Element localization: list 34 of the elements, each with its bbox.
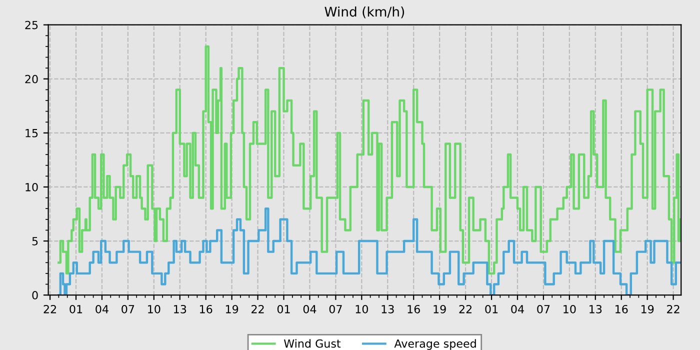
x-tick-label: 01 — [70, 304, 82, 314]
x-tick-label: 10 — [148, 304, 160, 314]
x-tick-label: 01 — [485, 304, 498, 314]
x-tick-label: 04 — [96, 304, 108, 314]
x-tick-label: 13 — [590, 304, 602, 314]
x-tick-label: 22 — [667, 304, 680, 314]
y-tick-label: 20 — [25, 74, 38, 84]
x-tick-label: 19 — [641, 304, 654, 314]
x-tick-label: 16 — [616, 304, 628, 314]
x-tick-label: 22 — [459, 304, 472, 314]
x-tick-label: 19 — [434, 304, 446, 314]
y-tick-label: 10 — [26, 182, 38, 192]
x-tick-label: 16 — [408, 304, 420, 314]
x-tick-label: 22 — [44, 304, 56, 314]
x-tick-label: 10 — [564, 304, 576, 314]
y-tick-label: 15 — [26, 129, 38, 138]
x-tick-label: 07 — [537, 304, 550, 314]
y-tick-label: 0 — [32, 291, 38, 300]
x-tick-label: 07 — [122, 304, 134, 314]
x-tick-label: 19 — [226, 304, 238, 314]
x-tick-label: 10 — [356, 304, 368, 314]
x-tick-label: 04 — [303, 304, 316, 314]
x-tick-label: 13 — [382, 304, 394, 314]
legend-label: Average speed — [394, 339, 476, 350]
chart-title: Wind (km/h) — [324, 6, 404, 18]
x-tick-label: 04 — [511, 304, 524, 314]
x-tick-label: 07 — [329, 304, 342, 314]
legend-label: Wind Gust — [284, 339, 341, 348]
x-tick-label: 01 — [277, 304, 290, 314]
x-tick-label: 22 — [252, 304, 264, 314]
y-tick-label: 5 — [32, 237, 38, 246]
x-tick-label: 13 — [174, 304, 186, 314]
x-tick-label: 16 — [200, 304, 212, 314]
y-tick-label: 25 — [25, 20, 38, 30]
